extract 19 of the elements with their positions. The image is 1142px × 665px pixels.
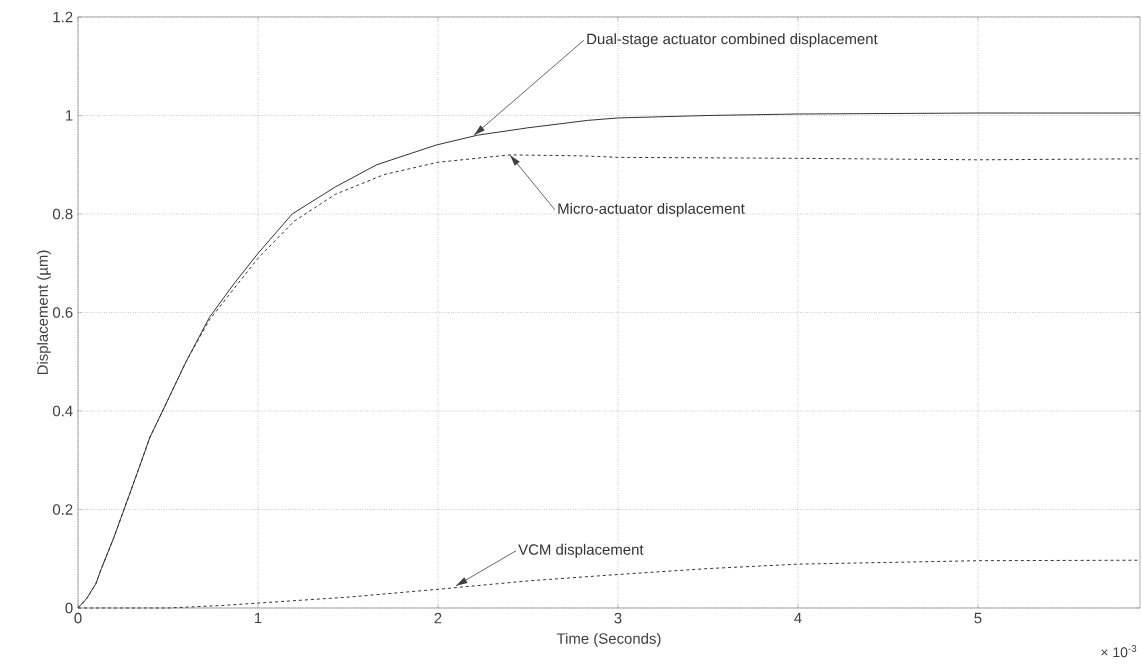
x-axis-title: Time (Seconds) — [556, 632, 661, 647]
x-tick-label: 2 — [434, 612, 442, 624]
x-tick-label: 1 — [254, 612, 262, 624]
y-tick-label: 0.4 — [52, 405, 73, 417]
y-tick-label: 1.2 — [53, 11, 73, 23]
y-tick-label: 0.8 — [52, 208, 73, 220]
text: × 10$^{-3}$ — [1101, 644, 1137, 658]
x-tick-label: 0 — [74, 612, 82, 624]
y-tick-label: 1 — [65, 110, 73, 121]
annotation: VCM displacement — [518, 543, 644, 558]
x-tick-label: 5 — [974, 612, 982, 624]
y-axis-title: Displacement (µm) — [36, 250, 51, 375]
annotation: Dual-stage actuator combined displacement — [587, 33, 878, 48]
y-tick-label: 0.6 — [52, 307, 73, 318]
y-tick-label: 0.2 — [52, 504, 73, 515]
x-tick-label: 3 — [614, 612, 622, 624]
x-tick-label: 4 — [794, 612, 802, 624]
annotation: Micro-actuator displacement — [558, 202, 745, 217]
y-tick-label: 0 — [65, 602, 73, 614]
